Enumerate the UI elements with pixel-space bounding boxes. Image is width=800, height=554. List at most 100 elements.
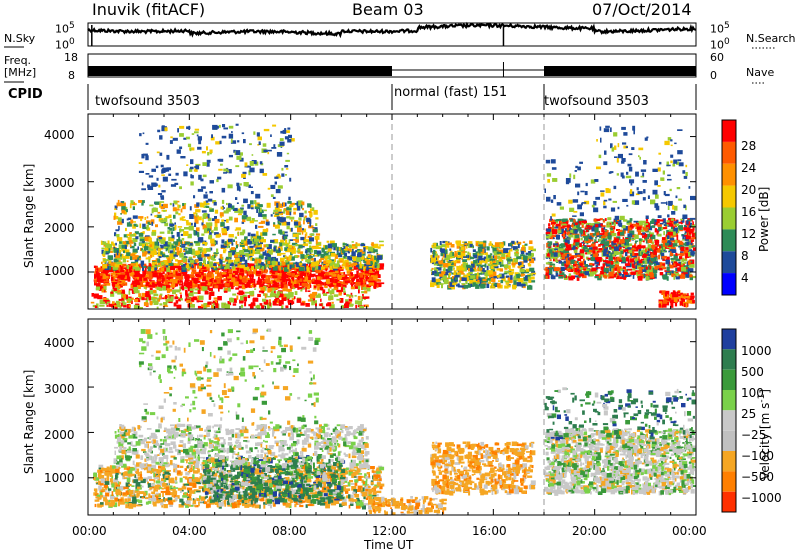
power-cell — [282, 277, 286, 281]
power-cell — [325, 268, 328, 272]
power-cell — [286, 152, 290, 155]
power-cell — [477, 253, 479, 258]
power-cell — [318, 259, 322, 263]
power-cell — [174, 242, 178, 246]
power-cell — [624, 241, 629, 246]
power-cell — [633, 248, 639, 252]
power-cell — [472, 281, 478, 287]
power-cell — [499, 273, 505, 279]
power-cell — [146, 227, 148, 230]
power-cell — [234, 260, 238, 265]
nave-label: Nave — [746, 66, 775, 79]
nave-tick-bottom: 0 — [710, 69, 717, 82]
power-cell — [308, 275, 311, 281]
power-cell — [158, 256, 161, 258]
power-cell — [604, 275, 608, 279]
power-cell — [259, 283, 265, 287]
power-cell — [327, 243, 332, 249]
power-cell — [133, 288, 138, 294]
power-cell — [115, 284, 118, 288]
power-cell — [114, 216, 119, 220]
power-cell — [315, 239, 318, 244]
power-cell — [270, 214, 273, 217]
power-cell — [292, 287, 295, 290]
power-cell — [318, 272, 325, 277]
power-cell — [272, 212, 275, 215]
power-cell — [646, 227, 649, 230]
power-cell — [219, 259, 223, 265]
power-cell — [203, 257, 206, 261]
power-cell — [644, 260, 648, 264]
power-cell — [174, 182, 179, 185]
power-cell — [628, 250, 633, 253]
power-cell — [183, 250, 186, 252]
power-cell — [312, 246, 317, 250]
power-cell — [183, 137, 187, 140]
power-cell — [378, 263, 385, 267]
nave-tick-top: 60 — [710, 51, 724, 64]
power-cell — [125, 227, 127, 232]
power-cell — [155, 165, 159, 169]
power-cell — [148, 223, 152, 225]
power-cell — [343, 271, 346, 277]
power-cell — [432, 254, 435, 260]
power-cell — [172, 289, 176, 295]
power-cell — [243, 210, 247, 216]
power-cell — [654, 243, 657, 249]
power-cell — [300, 273, 303, 278]
power-cell — [241, 254, 247, 257]
vel-cbar-tick-m25: −25 — [741, 428, 767, 442]
power-cell — [102, 298, 108, 300]
power-cell — [158, 218, 164, 222]
power-cell — [524, 275, 528, 281]
power-cell — [179, 244, 182, 247]
power-cell — [97, 295, 103, 300]
power-cell — [245, 285, 249, 288]
power-cell — [315, 303, 317, 307]
power-cell — [678, 241, 684, 246]
power-cell — [314, 300, 317, 306]
power-cell — [162, 203, 168, 209]
power-cell — [287, 264, 291, 270]
power-cell — [143, 302, 149, 306]
power-cell — [179, 229, 185, 232]
power-cell — [260, 220, 265, 224]
power-cell — [270, 287, 276, 291]
power-cell — [340, 267, 343, 269]
power-cell — [279, 138, 284, 141]
power-cell — [139, 258, 142, 260]
power-cell — [192, 275, 196, 278]
power-cell — [137, 246, 139, 250]
power-cell — [301, 287, 305, 290]
power-cell — [130, 245, 135, 249]
power-cell — [160, 220, 164, 223]
power-cell — [499, 247, 502, 249]
power-cell — [595, 274, 601, 278]
power-cell — [338, 252, 343, 258]
power-cell — [154, 201, 160, 205]
power-cell — [243, 266, 249, 271]
power-cell — [618, 271, 622, 274]
power-cell — [143, 287, 147, 289]
power-cell — [302, 207, 304, 211]
power-cell — [292, 239, 297, 241]
power-cell — [331, 275, 336, 281]
power-cell — [513, 246, 518, 251]
power-cell — [618, 247, 622, 252]
power-cell — [157, 299, 161, 302]
power-cell — [313, 229, 318, 233]
power-cell — [115, 242, 117, 246]
power-cell — [123, 234, 128, 238]
power-cell — [314, 250, 318, 255]
power-cell — [496, 268, 501, 271]
power-cell — [280, 252, 286, 255]
nsky-label: N.Sky — [4, 32, 36, 45]
power-cell — [168, 281, 173, 284]
power-cell — [297, 232, 302, 235]
power-cell — [193, 241, 199, 244]
power-cell — [272, 275, 278, 279]
power-cell — [287, 299, 291, 305]
power-cell — [691, 224, 696, 228]
power-cell — [116, 256, 123, 260]
power-cell — [123, 305, 127, 308]
